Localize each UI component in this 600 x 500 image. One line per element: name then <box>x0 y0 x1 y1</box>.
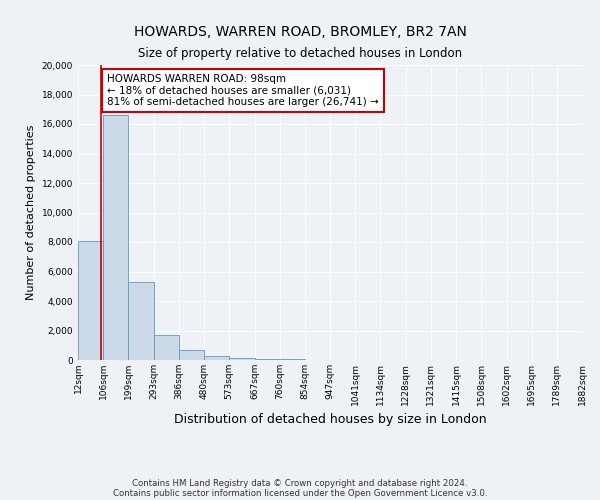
Text: Size of property relative to detached houses in London: Size of property relative to detached ho… <box>138 48 462 60</box>
Bar <box>154 335 179 360</box>
X-axis label: Distribution of detached houses by size in London: Distribution of detached houses by size … <box>173 413 487 426</box>
Text: HOWARDS WARREN ROAD: 98sqm
← 18% of detached houses are smaller (6,031)
81% of s: HOWARDS WARREN ROAD: 98sqm ← 18% of deta… <box>107 74 379 107</box>
Bar <box>254 359 280 360</box>
Text: Contains public sector information licensed under the Open Government Licence v3: Contains public sector information licen… <box>113 488 487 498</box>
Bar <box>179 350 204 360</box>
Y-axis label: Number of detached properties: Number of detached properties <box>26 125 36 300</box>
Bar <box>229 358 254 360</box>
Text: HOWARDS, WARREN ROAD, BROMLEY, BR2 7AN: HOWARDS, WARREN ROAD, BROMLEY, BR2 7AN <box>134 25 466 39</box>
Text: Contains HM Land Registry data © Crown copyright and database right 2024.: Contains HM Land Registry data © Crown c… <box>132 478 468 488</box>
Bar <box>103 115 128 360</box>
Bar <box>78 240 103 360</box>
Bar <box>128 282 154 360</box>
Bar <box>204 356 229 360</box>
